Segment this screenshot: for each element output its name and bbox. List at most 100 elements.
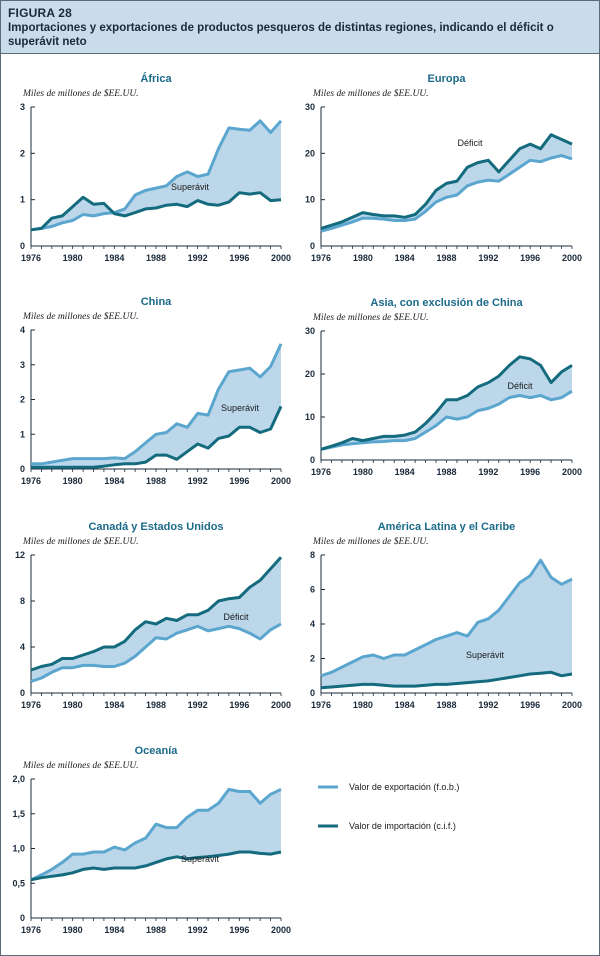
balance-annotation: Superávit (466, 650, 505, 660)
x-tick-label: 1984 (104, 476, 124, 486)
y-tick-label: 30 (305, 326, 315, 336)
y-tick-label: 0 (310, 241, 315, 251)
chart-title: África (140, 72, 172, 85)
import-series-line (30, 850, 282, 882)
balance-annotation: Superávit (171, 182, 210, 192)
x-tick-label: 1984 (395, 253, 415, 263)
chart-panel-7: Oceanía Miles de millones de $EE.UU. 0 0,5 1… (12, 745, 291, 935)
net-balance-area (31, 120, 281, 230)
y-tick-label: 0 (20, 913, 25, 923)
y-tick-label: 2,0 (12, 774, 25, 784)
x-tick-label: 1996 (229, 925, 249, 935)
import-series-line (320, 355, 573, 451)
y-axis-unit-label: Miles de millones de $EE.UU. (312, 536, 429, 547)
x-tick-label: 1992 (478, 700, 498, 710)
y-tick-label: 3 (20, 102, 25, 112)
x-tick-label: 1980 (353, 700, 373, 710)
x-tick-label: 2000 (562, 700, 582, 710)
y-tick-label: 2 (310, 654, 315, 664)
y-tick-label: 3 (20, 360, 25, 370)
x-tick-label: 1996 (520, 700, 540, 710)
export-series-line (320, 558, 573, 678)
x-tick-label: 1980 (63, 925, 83, 935)
x-tick-label: 1988 (146, 253, 166, 263)
y-tick-label: 10 (305, 195, 315, 205)
y-axis-unit-label: Miles de millones de $EE.UU. (22, 311, 139, 322)
y-tick-label: 4 (20, 642, 25, 652)
x-tick-label: 1996 (229, 476, 249, 486)
legend: Valor de exportación (f.o.b.) Valor de im… (318, 782, 459, 831)
y-tick-label: 20 (305, 369, 315, 379)
import-series-line (320, 670, 573, 690)
chart-title: Oceanía (135, 745, 179, 757)
export-series-line (30, 622, 282, 683)
x-tick-label: 1992 (188, 476, 208, 486)
figure-header: FIGURA 28 Importaciones y exportaciones … (1, 1, 599, 54)
y-tick-label: 30 (305, 102, 315, 112)
figure-label: FIGURA 28 (8, 6, 73, 20)
x-tick-label: 1980 (63, 253, 83, 263)
x-tick-label: 1980 (63, 476, 83, 486)
x-tick-label: 1984 (104, 700, 124, 710)
x-tick-label: 1976 (311, 467, 331, 477)
y-tick-label: 1,0 (12, 844, 25, 854)
y-axis-unit-label: Miles de millones de $EE.UU. (22, 88, 139, 99)
y-tick-label: 4 (20, 325, 25, 335)
export-series-line (320, 389, 573, 451)
net-balance-area (31, 343, 281, 468)
x-tick-label: 1996 (520, 467, 540, 477)
x-tick-label: 1996 (229, 700, 249, 710)
import-series-line (30, 191, 282, 232)
chart-title: China (141, 296, 172, 308)
y-tick-label: 0 (20, 241, 25, 251)
y-tick-label: 12 (15, 550, 25, 560)
x-tick-label: 1996 (229, 253, 249, 263)
balance-annotation: Déficit (223, 612, 249, 622)
chart-panel-4: Asia, con exclusión de China Miles de mil… (305, 297, 582, 477)
import-series-line (31, 405, 283, 469)
chart-title: Asia, con exclusión de China (370, 297, 523, 309)
y-axis-unit-label: Miles de millones de $EE.UU. (22, 760, 139, 771)
y-axis-unit-label: Miles de millones de $EE.UU. (312, 312, 429, 323)
x-tick-label: 1988 (436, 467, 456, 477)
y-tick-label: 8 (310, 550, 315, 560)
y-tick-label: 0 (310, 455, 315, 465)
y-tick-label: 1 (20, 429, 25, 439)
x-tick-label: 1988 (146, 700, 166, 710)
y-tick-label: 0 (310, 688, 315, 698)
x-tick-label: 1984 (395, 467, 415, 477)
x-tick-label: 1980 (353, 253, 373, 263)
x-tick-label: 1988 (146, 925, 166, 935)
y-axis-unit-label: Miles de millones de $EE.UU. (312, 88, 429, 99)
y-tick-label: 1,5 (12, 809, 25, 819)
y-axis-unit-label: Miles de millones de $EE.UU. (22, 536, 139, 547)
x-tick-label: 1992 (478, 467, 498, 477)
chart-title: Europa (428, 73, 467, 85)
balance-annotation: Superávit (181, 854, 220, 864)
chart-panel-2: Europa Miles de millones de $EE.UU. 0 10 20 3… (305, 73, 582, 263)
y-tick-label: 2 (20, 395, 25, 405)
y-tick-label: 0 (20, 464, 25, 474)
y-tick-label: 20 (305, 148, 315, 158)
figure-title: Importaciones y exportaciones de product… (8, 22, 554, 48)
net-balance-area (321, 356, 572, 450)
y-tick-label: 0,5 (12, 878, 25, 888)
x-tick-label: 1988 (436, 253, 456, 263)
export-series-line (31, 343, 283, 466)
chart-panel-5: Canadá y Estados Unidos Miles de millones… (15, 521, 291, 710)
x-tick-label: 1976 (21, 253, 41, 263)
y-tick-label: 6 (310, 585, 315, 595)
y-tick-label: 1 (20, 195, 25, 205)
legend-export-label: Valor de exportación (f.o.b.) (349, 782, 459, 792)
x-tick-label: 2000 (562, 253, 582, 263)
y-tick-label: 4 (310, 619, 315, 629)
x-tick-label: 1992 (478, 253, 498, 263)
x-tick-label: 1992 (188, 253, 208, 263)
chart-title: América Latina y el Caribe (378, 521, 516, 533)
x-tick-label: 1996 (520, 253, 540, 263)
import-series-line (320, 133, 573, 230)
x-tick-label: 1980 (353, 467, 373, 477)
x-tick-label: 1992 (188, 925, 208, 935)
